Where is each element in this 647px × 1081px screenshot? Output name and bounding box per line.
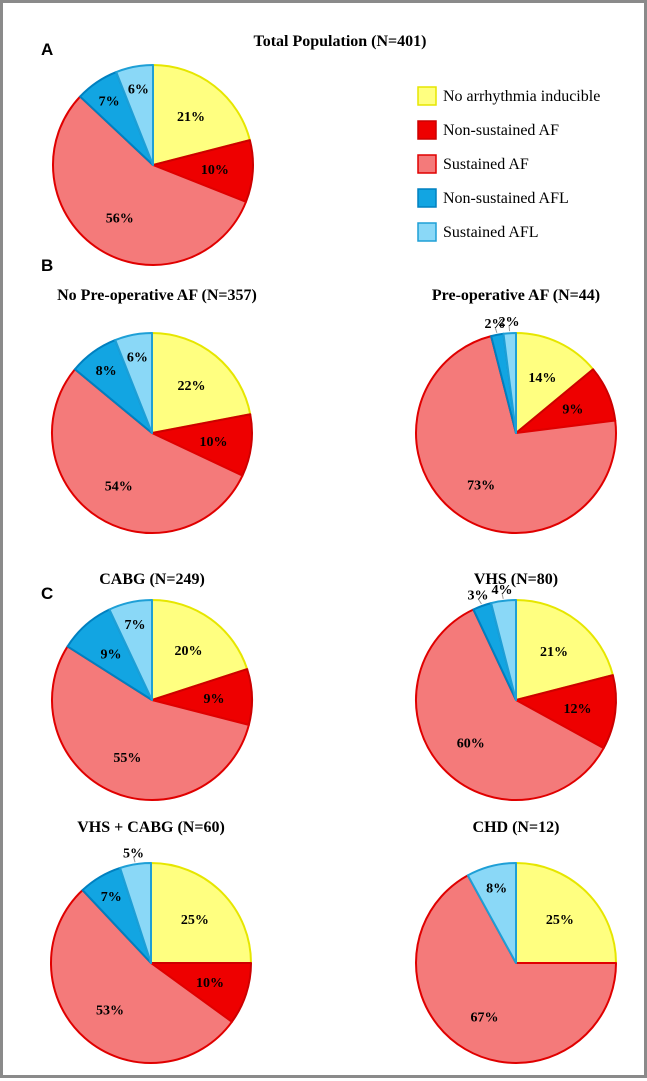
pie-slice-5 xyxy=(115,64,154,166)
panel-letter-b: B xyxy=(41,256,53,275)
pie-slice-5 xyxy=(114,332,153,434)
label-leader-line xyxy=(494,326,498,333)
legend-swatch-2 xyxy=(417,120,437,140)
chart-title: VHS (N=80) xyxy=(474,571,558,588)
slice-label: 8% xyxy=(486,881,507,896)
slice-label: 14% xyxy=(528,371,556,386)
slice-label: 5% xyxy=(123,846,144,861)
slice-label: 56% xyxy=(106,211,134,226)
slice-label: 9% xyxy=(101,647,122,662)
pie-slice-3 xyxy=(51,368,244,534)
legend-label-5: Sustained AFL xyxy=(443,224,539,241)
legend-label-2: Non-sustained AF xyxy=(443,122,559,139)
pie-slice-1 xyxy=(515,332,595,434)
label-leader-line xyxy=(508,325,511,332)
legend-swatch-4 xyxy=(417,188,437,208)
label-leader-line xyxy=(501,592,504,599)
slice-label: 73% xyxy=(467,478,495,493)
slice-label: 12% xyxy=(564,702,592,717)
pie-chart-3: Pre-operative AF (N=44) 14% 9% 73% 2%2% xyxy=(415,287,617,534)
panel-letter-c: C xyxy=(41,584,53,603)
slice-label: 60% xyxy=(457,736,485,751)
pie-chart-figure: A B C No arrhythmia inducible Non-sustain… xyxy=(41,33,617,1064)
pie-slice-3 xyxy=(51,645,250,802)
chart-title: CABG (N=249) xyxy=(99,571,205,588)
slice-label: 21% xyxy=(177,110,205,125)
pie-chart-5: VHS (N=80) 21% 12% 60% 3% 4% xyxy=(415,571,617,802)
slice-label: 9% xyxy=(203,692,224,707)
slice-label: 7% xyxy=(101,890,122,905)
legend-swatch-5 xyxy=(417,222,437,242)
chart-title: Pre-operative AF (N=44) xyxy=(432,287,600,304)
slice-label: 22% xyxy=(178,379,206,394)
legend-swatch-3 xyxy=(417,154,437,174)
pie-slice-3 xyxy=(415,608,605,802)
slice-label: 10% xyxy=(201,163,229,178)
pie-slice-5 xyxy=(108,599,153,701)
pie-slice-1 xyxy=(515,862,617,964)
slice-label: 4% xyxy=(491,583,512,598)
chart-title: VHS + CABG (N=60) xyxy=(77,819,225,836)
slice-label: 67% xyxy=(470,1010,498,1025)
pie-slice-2 xyxy=(515,674,617,750)
pie-slice-3 xyxy=(415,874,617,1064)
slice-label: 6% xyxy=(127,350,148,365)
chart-title: CHD (N=12) xyxy=(473,819,560,836)
pie-chart-1: Total Population (N=401) 21% 10% 56% 7% 6% xyxy=(52,33,427,266)
slice-label: 53% xyxy=(96,1004,124,1019)
pie-slice-1 xyxy=(152,64,251,166)
slice-label: 2% xyxy=(498,315,519,330)
pie-slice-5 xyxy=(490,599,517,701)
label-leader-line xyxy=(477,598,482,605)
label-leader-line xyxy=(132,856,136,863)
slice-label: 2% xyxy=(485,317,506,332)
legend-label-3: Sustained AF xyxy=(443,156,529,173)
slice-label: 3% xyxy=(468,589,489,604)
pie-slice-5 xyxy=(502,332,517,434)
pie-slice-3 xyxy=(415,335,617,534)
pie-slice-3 xyxy=(50,889,233,1064)
pie-chart-6: VHS + CABG (N=60) 25% 10% 53% 7% 5% xyxy=(50,819,252,1064)
slice-label: 55% xyxy=(113,751,141,766)
legend: No arrhythmia inducible Non-sustained AF S… xyxy=(417,86,600,242)
pie-slice-5 xyxy=(466,862,517,964)
slice-label: 7% xyxy=(124,618,145,633)
pie-chart-2: No Pre-operative AF (N=357) 22% 10% 54% 8% 6% xyxy=(51,287,257,534)
slice-label: 7% xyxy=(99,94,120,109)
panel-letter-a: A xyxy=(41,40,53,59)
legend-swatch-1 xyxy=(417,86,437,106)
slice-label: 25% xyxy=(181,913,209,928)
slice-label: 21% xyxy=(540,645,568,660)
slice-label: 8% xyxy=(96,364,117,379)
pie-slice-1 xyxy=(151,332,252,434)
slice-label: 9% xyxy=(562,402,583,417)
pie-slice-5 xyxy=(119,862,152,964)
legend-label-4: Non-sustained AFL xyxy=(443,190,569,207)
slice-label: 54% xyxy=(105,479,133,494)
chart-title: No Pre-operative AF (N=357) xyxy=(57,287,257,304)
pie-slice-3 xyxy=(52,95,247,266)
legend-label-1: No arrhythmia inducible xyxy=(443,88,600,105)
charts: Total Population (N=401)21%10%56%7%6%No … xyxy=(50,33,617,1064)
pie-slice-1 xyxy=(150,862,252,964)
slice-label: 6% xyxy=(128,82,149,97)
pie-chart-4: CABG (N=249)20%9%55%9%7% xyxy=(51,571,253,802)
slice-label: 10% xyxy=(200,435,228,450)
pie-slice-1 xyxy=(151,599,249,701)
pie-chart-7: CHD (N=12) 25% 67% 8% xyxy=(415,819,617,1064)
slice-label: 20% xyxy=(174,644,202,659)
chart-title: Total Population (N=401) xyxy=(254,33,427,50)
slice-label: 10% xyxy=(196,976,224,991)
slice-label: 25% xyxy=(546,913,574,928)
pie-slice-1 xyxy=(515,599,614,701)
